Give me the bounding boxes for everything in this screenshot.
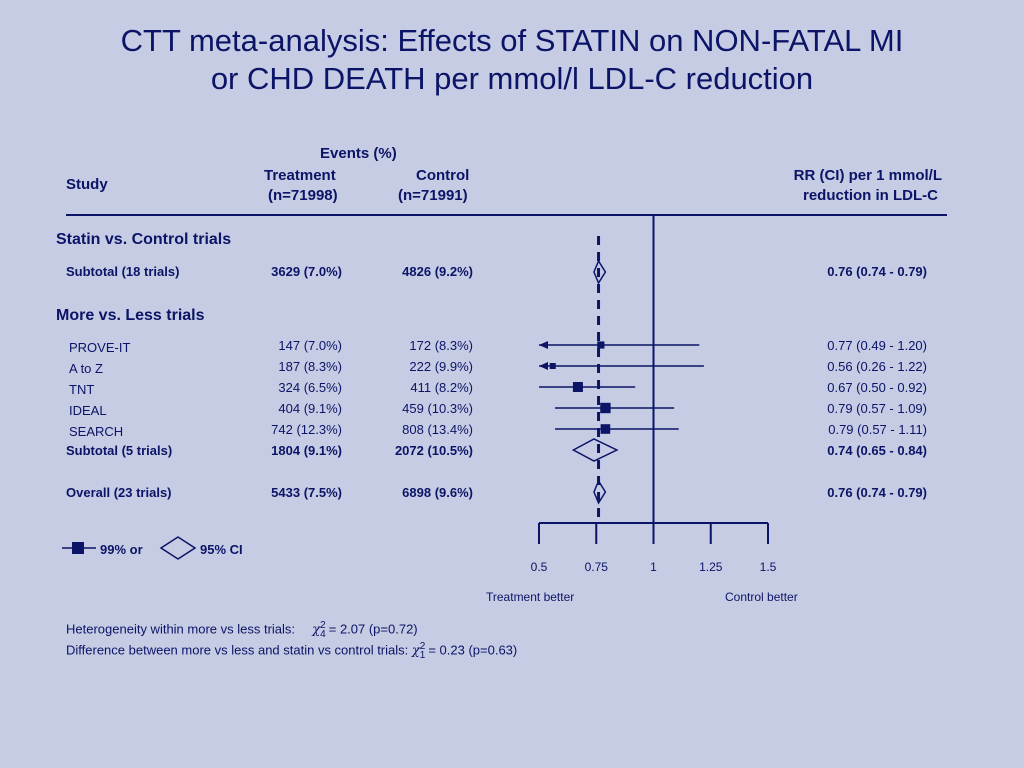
rr-header-line-2: reduction in LDL-C <box>803 187 938 204</box>
row-study-name: Subtotal (18 trials) <box>66 264 180 279</box>
chi-subscript: 4 <box>320 629 326 640</box>
events-header: Events (%) <box>320 145 397 162</box>
legend-95-diamond <box>159 536 197 560</box>
legend-99-square <box>72 542 84 554</box>
chi-subscript: 1 <box>419 650 426 661</box>
ci-diamond <box>593 479 607 505</box>
effect-square <box>549 363 556 369</box>
x-axis-tick-label: 1.25 <box>699 560 723 574</box>
row-treatment-events: 324 (6.5%) <box>278 380 342 395</box>
row-treatment-events: 404 (9.1%) <box>278 401 342 416</box>
row-study-name: Subtotal (5 trials) <box>66 443 173 458</box>
row-control-events: 6898 (9.6%) <box>402 485 473 500</box>
row-rr-ci: 0.77 (0.49 - 1.20) <box>827 338 927 353</box>
title-line-1: CTT meta-analysis: Effects of STATIN on … <box>120 23 904 58</box>
rr-header-line-1: RR (CI) per 1 mmol/L <box>793 167 942 184</box>
row-study-name: TNT <box>69 382 95 397</box>
row-rr-ci: 0.74 (0.65 - 0.84) <box>827 443 927 458</box>
control-n-header: (n=71991) <box>398 187 468 204</box>
row-study-name: Overall (23 trials) <box>66 485 172 500</box>
row-study-name: A to Z <box>69 361 103 376</box>
section-statin-vs-control: Statin vs. Control trials <box>56 231 232 248</box>
row-control-events: 4826 (9.2%) <box>402 264 473 279</box>
ci-clipped-arrow <box>539 362 548 370</box>
row-rr-ci: 0.79 (0.57 - 1.11) <box>828 422 927 437</box>
section-more-vs-less: More vs. Less trials <box>56 307 205 324</box>
row-treatment-events: 3629 (7.0%) <box>271 264 342 279</box>
ci-diamond <box>593 259 607 285</box>
x-axis-tick-label: 0.75 <box>585 560 609 574</box>
x-label-treatment-better: Treatment better <box>486 590 575 604</box>
x-axis-tick-label: 1.5 <box>760 560 777 574</box>
row-treatment-events: 147 (7.0%) <box>278 338 342 353</box>
row-control-events: 2072 (10.5%) <box>394 443 473 458</box>
row-rr-ci: 0.79 (0.57 - 1.09) <box>827 401 927 416</box>
legend-99-label: 99% or <box>100 542 143 557</box>
x-label-control-better: Control better <box>725 590 798 604</box>
heterogeneity-label: Heterogeneity within more vs less trials… <box>66 621 296 637</box>
row-rr-ci: 0.76 (0.74 - 0.79) <box>827 485 927 500</box>
heterogeneity-text: Heterogeneity within more vs less trials… <box>66 620 418 640</box>
row-treatment-events: 742 (12.3%) <box>271 422 342 437</box>
treatment-n-header: (n=71998) <box>268 187 338 204</box>
row-control-events: 459 (10.3%) <box>402 401 473 416</box>
chi-superscript: 2 <box>320 620 326 631</box>
row-rr-ci: 0.76 (0.74 - 0.79) <box>827 264 927 279</box>
row-study-name: SEARCH <box>69 424 124 439</box>
title-line-2: or CHD DEATH per mmol/l LDL-C reduction <box>210 61 814 96</box>
row-study-name: IDEAL <box>69 403 107 418</box>
effect-square <box>572 382 583 392</box>
difference-value: = 0.23 (p=0.63) <box>428 642 518 658</box>
row-study-name: PROVE-IT <box>69 340 131 355</box>
row-rr-ci: 0.67 (0.50 - 0.92) <box>827 380 927 395</box>
ci-diamond <box>571 438 619 462</box>
difference-label: Difference between more vs less and stat… <box>66 642 409 658</box>
row-treatment-events: 5433 (7.5%) <box>271 485 342 500</box>
chi-symbol: χ <box>312 622 321 638</box>
x-axis-tick-label: 1 <box>650 560 657 574</box>
x-axis-tick-label: 0.5 <box>531 560 548 574</box>
difference-text: Difference between more vs less and stat… <box>66 641 518 661</box>
ci-clipped-arrow <box>539 341 548 349</box>
heterogeneity-value: = 2.07 (p=0.72) <box>328 621 418 637</box>
study-header: Study <box>66 176 108 193</box>
row-control-events: 172 (8.3%) <box>409 338 473 353</box>
chi-symbol: χ <box>411 643 420 659</box>
row-control-events: 222 (9.9%) <box>409 359 473 374</box>
slide-title: CTT meta-analysis: Effects of STATIN on … <box>0 22 1024 98</box>
row-treatment-events: 1804 (9.1%) <box>271 443 342 458</box>
effect-square <box>600 424 611 434</box>
control-header: Control <box>416 167 470 184</box>
row-control-events: 808 (13.4%) <box>402 422 473 437</box>
header-divider <box>66 214 947 216</box>
chi-superscript: 2 <box>419 641 426 652</box>
legend-95-label: 95% CI <box>200 542 243 557</box>
effect-square <box>600 402 611 414</box>
row-control-events: 411 (8.2%) <box>410 380 473 395</box>
row-rr-ci: 0.56 (0.26 - 1.22) <box>827 359 927 374</box>
row-treatment-events: 187 (8.3%) <box>278 359 342 374</box>
treatment-header: Treatment <box>264 167 336 184</box>
effect-square <box>597 341 605 349</box>
